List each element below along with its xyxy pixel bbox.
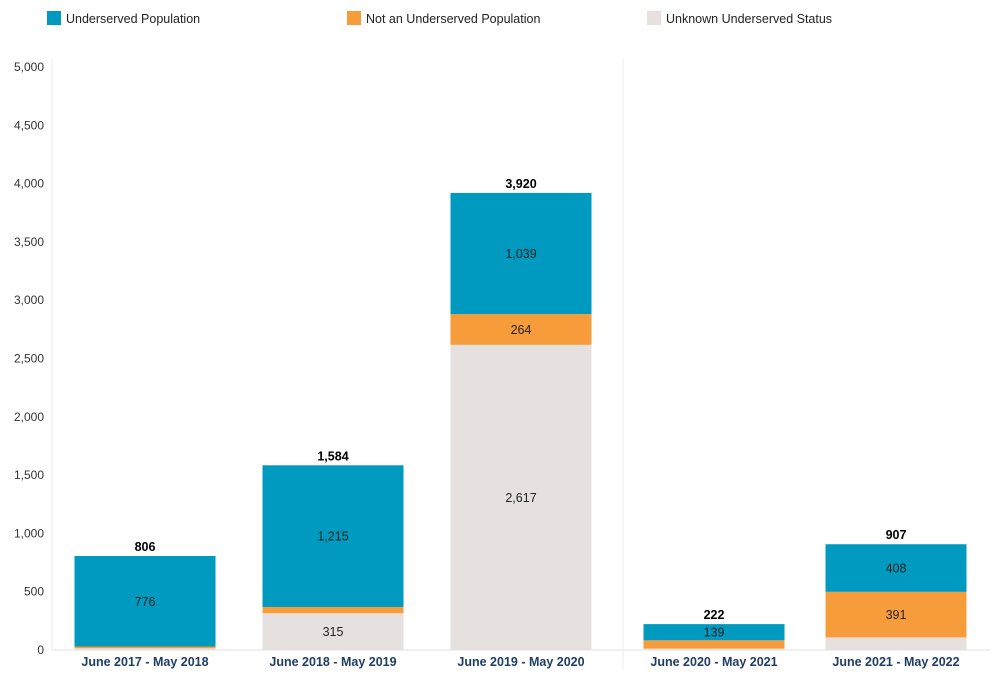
x-tick-label: June 2020 - May 2021 bbox=[650, 655, 777, 669]
legend-label: Underserved Population bbox=[66, 12, 200, 26]
y-tick-label: 5,000 bbox=[14, 60, 44, 74]
total-label: 222 bbox=[704, 608, 725, 622]
bar-segment bbox=[450, 192, 592, 315]
total-label: 3,920 bbox=[505, 177, 536, 191]
y-tick-label: 4,000 bbox=[14, 177, 44, 191]
y-tick-label: 500 bbox=[24, 585, 44, 599]
bar-segment bbox=[643, 648, 785, 650]
bar-segment bbox=[450, 344, 592, 650]
segment-label: 264 bbox=[511, 323, 532, 337]
legend-label: Unknown Underserved Status bbox=[666, 12, 832, 26]
bar-segment bbox=[74, 556, 216, 647]
bar-segment bbox=[262, 606, 404, 614]
legend-swatch bbox=[347, 11, 361, 25]
y-tick-label: 1,000 bbox=[14, 526, 44, 540]
x-axis: June 2017 - May 2018 June 2018 - May 2019… bbox=[81, 655, 959, 669]
x-tick-label: June 2017 - May 2018 bbox=[81, 655, 208, 669]
segment-label: 391 bbox=[886, 608, 907, 622]
segment-label: 1,039 bbox=[505, 247, 536, 261]
legend-swatch bbox=[47, 11, 61, 25]
bar-segment bbox=[643, 624, 785, 641]
legend-label: Not an Underserved Population bbox=[366, 12, 540, 26]
y-tick-label: 0 bbox=[37, 643, 44, 657]
legend-swatch bbox=[647, 11, 661, 25]
bar-segment bbox=[825, 637, 967, 650]
y-tick-label: 2,500 bbox=[14, 352, 44, 366]
bar-segment bbox=[643, 640, 785, 649]
x-tick-label: June 2019 - May 2020 bbox=[457, 655, 584, 669]
x-tick-label: June 2018 - May 2019 bbox=[269, 655, 396, 669]
x-tick-label: June 2021 - May 2022 bbox=[832, 655, 959, 669]
total-label: 806 bbox=[135, 540, 156, 554]
total-label: 1,584 bbox=[317, 449, 348, 463]
y-tick-label: 3,000 bbox=[14, 293, 44, 307]
total-label: 907 bbox=[886, 528, 907, 542]
segment-label: 139 bbox=[704, 626, 725, 640]
y-tick-label: 2,000 bbox=[14, 410, 44, 424]
bar-segment bbox=[262, 465, 404, 607]
y-tick-label: 1,500 bbox=[14, 468, 44, 482]
segment-label: 315 bbox=[323, 625, 344, 639]
bar-segment bbox=[262, 613, 404, 650]
bar-segment bbox=[825, 591, 967, 638]
segment-label: 2,617 bbox=[505, 491, 536, 505]
bar-segment bbox=[450, 314, 592, 345]
bar-segment bbox=[74, 646, 216, 649]
legend: Underserved Population Not an Underserved… bbox=[47, 11, 832, 26]
y-tick-label: 3,500 bbox=[14, 235, 44, 249]
bar-segment bbox=[74, 648, 216, 650]
y-axis: 0 500 1,000 1,500 2,000 2,500 3,000 3,500 4,000 4… bbox=[14, 59, 990, 670]
segment-label: 776 bbox=[135, 595, 156, 609]
bar-segment bbox=[825, 544, 967, 592]
segment-label: 1,215 bbox=[317, 530, 348, 544]
y-tick-label: 4,500 bbox=[14, 118, 44, 132]
segment-label: 408 bbox=[886, 562, 907, 576]
bars: 776 806 315 1,215 1,584 2,617 264 1,039 3,920 139… bbox=[74, 177, 967, 650]
